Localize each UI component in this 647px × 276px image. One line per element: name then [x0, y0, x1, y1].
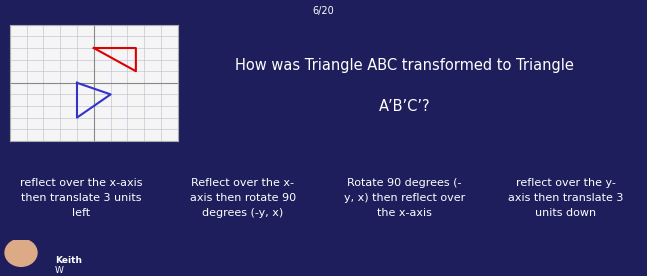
- Text: How was Triangle ABC transformed to Triangle: How was Triangle ABC transformed to Tria…: [235, 58, 574, 73]
- Text: Keith: Keith: [55, 256, 82, 265]
- Text: W: W: [55, 266, 64, 275]
- Circle shape: [5, 239, 37, 266]
- Text: A’B’C’?: A’B’C’?: [378, 99, 430, 114]
- Text: Reflect over the x-
axis then rotate 90
degrees (-y, x): Reflect over the x- axis then rotate 90 …: [190, 178, 296, 218]
- Text: reflect over the x-axis
then translate 3 units
left: reflect over the x-axis then translate 3…: [20, 178, 142, 218]
- Text: Rotate 90 degrees (-
y, x) then reflect over
the x-axis: Rotate 90 degrees (- y, x) then reflect …: [344, 178, 465, 218]
- Text: 6/20: 6/20: [313, 6, 334, 16]
- Text: reflect over the y-
axis then translate 3
units down: reflect over the y- axis then translate …: [508, 178, 623, 218]
